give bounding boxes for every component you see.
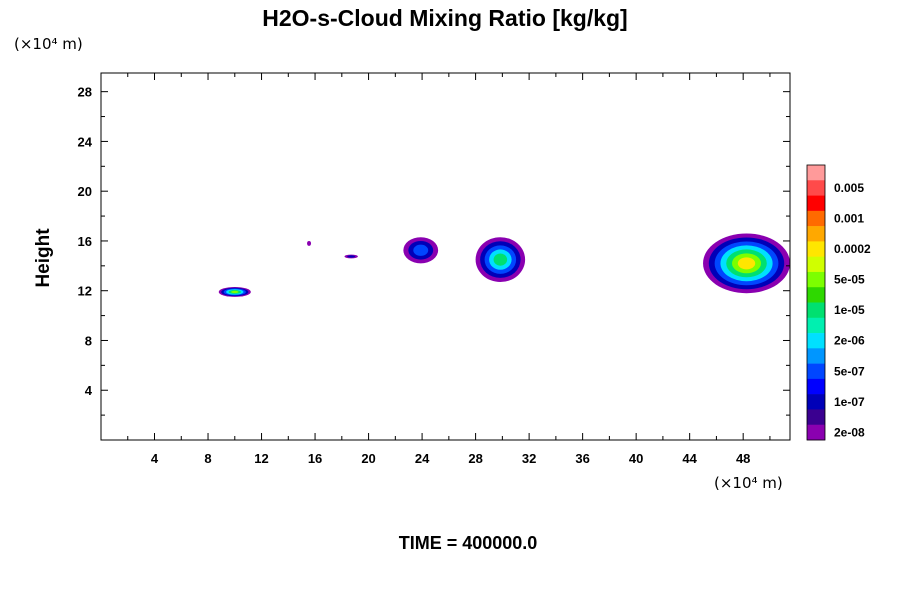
colorbar-label: 2e-06 — [834, 334, 865, 348]
colorbar-swatch — [807, 348, 825, 364]
x-tick-label: 28 — [468, 451, 482, 466]
time-label: TIME = 400000.0 — [399, 533, 538, 553]
y-axis-unit: (×10⁴ m) — [14, 35, 83, 53]
x-tick-label: 20 — [361, 451, 375, 466]
cloud-field — [218, 233, 790, 297]
colorbar-swatch — [807, 302, 825, 319]
cloud-e — [475, 237, 526, 283]
cloud-f — [703, 233, 790, 294]
colorbar-label: 5e-07 — [834, 364, 865, 378]
colorbar-swatch — [807, 180, 825, 196]
colorbar-swatch — [807, 210, 825, 227]
colorbar-frame — [806, 164, 826, 441]
cloud-b-contour — [307, 240, 312, 246]
x-tick-label: 24 — [415, 451, 430, 466]
y-tick-label: 12 — [78, 284, 92, 299]
colorbar-label: 0.0002 — [834, 242, 871, 256]
colorbar-swatch — [807, 165, 825, 181]
y-tick-label: 24 — [78, 134, 93, 149]
colorbar-label: 5e-05 — [834, 273, 865, 287]
colorbar-label: 1e-07 — [834, 395, 865, 409]
x-tick-label: 44 — [682, 451, 697, 466]
cloud-e-contour — [493, 253, 508, 266]
y-tick-label: 16 — [78, 234, 92, 249]
cloud-f-contour — [737, 257, 756, 270]
cloud-c-contour — [347, 255, 356, 258]
colorbar-swatch — [807, 333, 825, 349]
colorbar-swatch — [807, 378, 825, 395]
colorbar-label: 0.005 — [834, 181, 864, 195]
x-tick-label: 36 — [575, 451, 589, 466]
colorbar-swatch — [807, 363, 825, 380]
colorbar-swatch — [807, 424, 825, 441]
colorbar-swatch — [807, 195, 825, 212]
x-tick-label: 40 — [629, 451, 643, 466]
cloud-b — [307, 240, 312, 246]
cloud-a-contour — [231, 290, 239, 294]
y-axis-label: Height — [33, 228, 54, 288]
plot-frame — [100, 72, 791, 441]
y-tick-label: 8 — [85, 333, 92, 348]
cloud-d — [403, 237, 439, 264]
colorbar-swatch — [807, 317, 825, 334]
colorbar-label: 1e-05 — [834, 303, 865, 317]
x-axis-unit: (×10⁴ m) — [714, 474, 783, 492]
y-tick-label: 28 — [78, 85, 92, 100]
cloud-c — [344, 254, 358, 259]
x-tick-label: 32 — [522, 451, 536, 466]
colorbar-swatch — [807, 287, 825, 303]
colorbar-label: 2e-08 — [834, 425, 865, 439]
y-tick-label: 4 — [85, 383, 93, 398]
colorbar: 0.005 0.001 0.0002 5e-05 1e-05 2e-06 5e-07 1e-0… — [806, 164, 871, 441]
x-tick-label: 8 — [204, 451, 211, 466]
x-axis-ticks: 4 8 12 16 20 24 28 32 36 40 44 48 — [127, 73, 771, 466]
x-tick-label: 12 — [254, 451, 268, 466]
colorbar-swatch — [807, 409, 825, 426]
cloud-d-contour — [413, 244, 429, 256]
y-tick-label: 20 — [78, 184, 92, 199]
chart-title: H2O-s-Cloud Mixing Ratio [kg/kg] — [262, 5, 627, 31]
y-axis-ticks: 4 8 12 16 20 24 28 — [78, 85, 790, 416]
colorbar-swatch — [807, 394, 825, 410]
x-tick-label: 4 — [151, 451, 159, 466]
colorbar-swatch — [807, 226, 825, 242]
colorbar-swatch — [807, 271, 825, 288]
x-tick-label: 48 — [736, 451, 750, 466]
x-tick-label: 16 — [308, 451, 322, 466]
colorbar-label: 0.001 — [834, 211, 864, 225]
colorbar-swatch — [807, 256, 825, 273]
colorbar-swatch — [807, 241, 825, 257]
cloud-a — [218, 286, 251, 297]
